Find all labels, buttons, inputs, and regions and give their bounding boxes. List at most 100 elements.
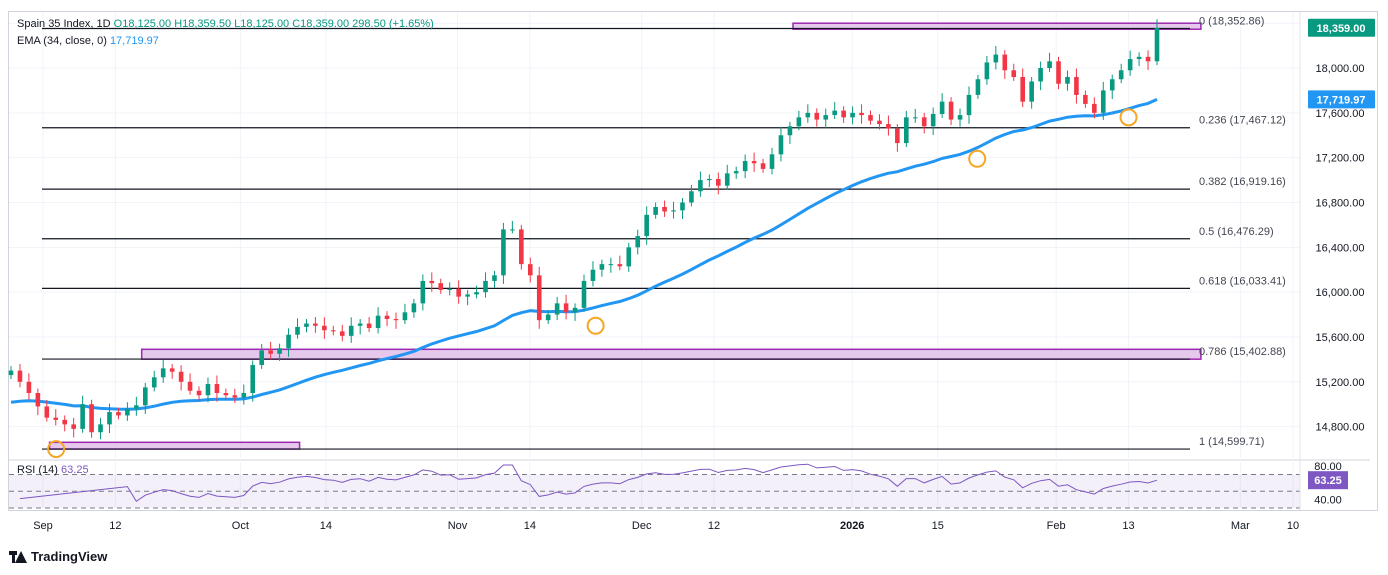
candle [715,172,721,195]
candle [80,395,85,433]
candle [241,384,247,405]
candle [89,399,94,438]
candle [62,415,68,432]
candle-body [689,191,694,203]
candle [733,166,739,179]
candle [465,289,470,306]
candle-body [259,350,264,365]
time-axis-label: Nov [448,520,468,532]
time-axis-label: 10 [1287,520,1299,532]
candle-body [62,419,68,425]
candle [1002,50,1008,79]
candle-body [26,381,32,394]
candle-body [554,303,560,315]
candle [295,318,300,339]
candle [975,74,981,99]
candle-body [8,370,14,376]
candle-body [850,112,855,118]
candle [411,298,417,318]
candle-body [393,319,399,321]
candle [1038,61,1043,91]
candle [8,366,14,379]
candle-body [375,315,381,329]
candle-body [492,275,497,281]
candle [134,396,139,416]
candle [608,257,614,273]
candle [519,224,524,270]
candle-body [295,326,300,335]
candle [590,261,596,287]
candle [1136,52,1142,67]
time-axis-label: Oct [232,520,249,532]
candle-body [1065,76,1070,84]
candle-body [89,404,94,433]
candle-body [268,350,273,354]
candle [957,108,963,127]
candle-body [205,384,211,396]
candle-body [805,112,811,118]
candle-body [196,390,202,396]
candle [366,317,372,332]
candle [787,121,793,144]
candle [993,46,999,70]
candle-body [44,406,50,418]
candle [760,158,766,173]
candle-body [877,120,882,125]
candle [572,303,578,321]
candle [483,272,488,298]
candle [823,108,829,129]
tradingview-logo[interactable]: TradingView [9,549,107,564]
candle-body [277,348,282,354]
candle-body [608,264,614,266]
candle-body [832,110,837,116]
candle [178,365,184,391]
candle [742,154,748,179]
candle [331,325,336,336]
candle [402,303,408,325]
fib-level-label: 0.786 (15,402.88) [1199,346,1286,358]
candle [375,307,381,334]
candle [223,388,229,400]
candle [1109,74,1115,100]
candle [322,317,327,339]
candle-body [626,247,632,267]
rsi-axis-label: 40.00 [1314,495,1342,507]
symbol-title[interactable]: Spain 35 Index, 1D [17,18,111,30]
rsi-label[interactable]: RSI (14) [17,464,58,476]
candle [948,97,954,126]
fib-level-label: 0.236 (17,467.12) [1199,115,1286,127]
candle [599,259,605,277]
fib-level-label: 1 (14,599.71) [1199,436,1264,448]
candle-body [1074,76,1079,95]
candle-body [1136,56,1142,60]
candle [805,104,811,123]
candle [671,201,676,219]
candle-body [313,323,318,326]
candle-body [590,269,596,281]
candle [912,108,918,123]
ema-label[interactable]: EMA (34, close, 0) [17,35,107,47]
candle [26,373,32,401]
candle-body [304,323,309,327]
rsi-line [19,463,1158,503]
candle [438,278,444,294]
candle-body [859,112,864,116]
candle-body [187,381,193,391]
time-axis-label: Feb [1047,520,1066,532]
swing-low-marker [1119,108,1138,127]
candle-body [671,210,676,212]
candle-body [357,323,363,326]
candle [796,110,802,131]
swing-low-marker [968,149,987,168]
candle-body [787,126,793,136]
candle-body [178,371,184,382]
candle [877,114,882,130]
candle [689,184,694,207]
candle [429,272,435,292]
candle [886,115,891,136]
candle [313,317,318,333]
fib-level-label: 0.382 (16,919.16) [1199,176,1286,188]
price-axis-label: 15,600.00 [1316,332,1365,344]
